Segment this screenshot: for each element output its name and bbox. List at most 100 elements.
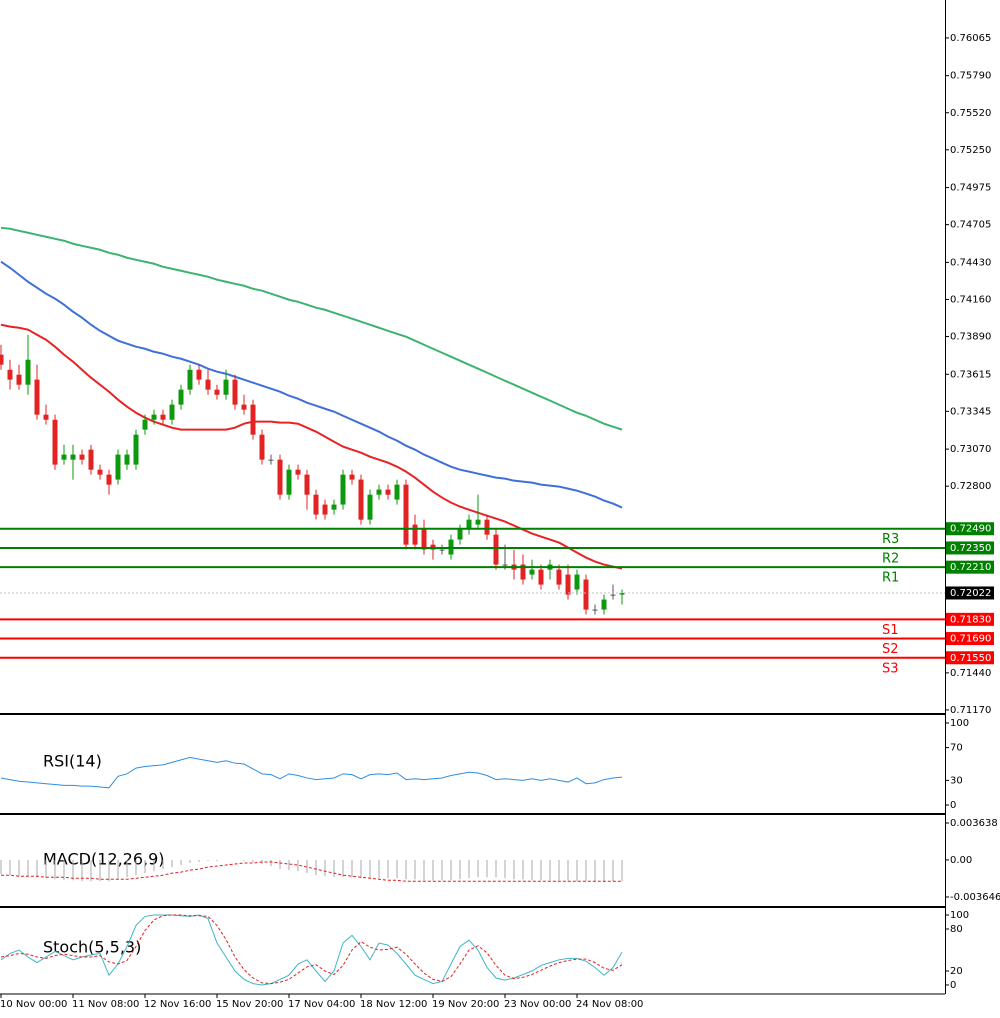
candle-body <box>52 419 58 465</box>
level-price-box <box>946 560 994 574</box>
candle-body <box>412 524 418 545</box>
candle-body <box>394 484 400 500</box>
candle-body <box>295 469 301 475</box>
y-tick-label: 0.74975 <box>950 183 991 194</box>
candle-body <box>97 469 103 475</box>
level-name: S3 <box>882 661 899 676</box>
y-tick-label: 0.75250 <box>950 145 991 156</box>
y-tick-label: 70 <box>950 743 963 754</box>
candle-body <box>610 594 616 596</box>
candle-body <box>421 529 427 550</box>
candle-body <box>457 529 463 540</box>
indicator-line <box>0 756 623 789</box>
y-tick-label: 0.73615 <box>950 369 991 380</box>
y-tick-label: 0.74160 <box>950 294 991 305</box>
level-price-box <box>946 612 994 626</box>
candle-body <box>358 479 364 520</box>
candle-body <box>484 519 490 535</box>
candle-body <box>367 494 373 520</box>
candle-body <box>475 519 481 525</box>
candle-body <box>466 519 472 530</box>
last-price-box <box>946 586 994 600</box>
level-name: R2 <box>882 551 899 566</box>
candle-body <box>232 379 238 405</box>
candle-body <box>529 569 535 575</box>
candle-body <box>70 454 76 460</box>
candle-body <box>619 592 625 595</box>
x-tick-label: 24 Nov 08:00 <box>576 999 643 1010</box>
candle-body <box>322 504 328 515</box>
candle-body <box>304 474 310 495</box>
y-tick-label: 0.75790 <box>950 71 991 82</box>
y-tick-label: -0.003646 <box>950 892 1000 903</box>
candle-body <box>601 599 607 610</box>
macd-signal <box>1 861 622 882</box>
candle-body <box>25 359 31 385</box>
y-tick-label: 0 <box>950 800 956 811</box>
y-tick-label: 0.71440 <box>950 668 991 679</box>
candle-body <box>106 474 112 485</box>
candle-body <box>187 369 193 390</box>
y-tick-label: 0.72800 <box>950 481 991 492</box>
candle-body <box>61 454 67 460</box>
y-tick-label: 100 <box>950 718 969 729</box>
level-price-label: 0.71830 <box>950 614 991 625</box>
y-tick-label: 30 <box>950 775 963 786</box>
candle-body <box>169 404 175 420</box>
level-price-label: 0.72490 <box>950 524 991 535</box>
candle-body <box>250 404 256 435</box>
candle-body <box>556 569 562 585</box>
candle-body <box>268 459 274 461</box>
level-name: R3 <box>882 532 899 547</box>
candle-body <box>124 454 130 465</box>
y-tick-label: 0.74430 <box>950 257 991 268</box>
y-tick-label: 100 <box>950 910 969 921</box>
y-tick-label: 0.76065 <box>950 33 991 44</box>
y-tick-label: 20 <box>950 966 963 977</box>
candle-body <box>205 379 211 390</box>
candle-body <box>277 459 283 495</box>
level-price-box <box>946 651 994 665</box>
candle-body <box>385 489 391 495</box>
level-name: R1 <box>882 571 899 586</box>
x-tick-label: 23 Nov 00:00 <box>504 999 571 1010</box>
candle-body <box>115 454 121 480</box>
moving-average <box>0 260 623 509</box>
y-tick-label: 0.003638 <box>950 818 998 829</box>
y-tick-label: 0.75520 <box>950 108 991 119</box>
candle-body <box>502 564 508 566</box>
candle-body <box>223 379 229 395</box>
y-tick-label: 0.73890 <box>950 332 991 343</box>
x-tick-label: 18 Nov 12:00 <box>360 999 427 1010</box>
candle-body <box>493 534 499 565</box>
indicator-title: Stoch(5,5,3) <box>43 938 141 957</box>
candle-body <box>286 469 292 495</box>
candle-body <box>565 574 571 595</box>
x-tick-label: 10 Nov 00:00 <box>0 999 67 1010</box>
y-tick-label: 0 <box>950 980 956 991</box>
candle-body <box>16 374 22 385</box>
candle-body <box>403 484 409 545</box>
candle-body <box>79 454 85 460</box>
candle-body <box>574 574 580 590</box>
x-tick-label: 19 Nov 20:00 <box>432 999 499 1010</box>
level-price-box <box>946 632 994 646</box>
candle-body <box>151 414 157 420</box>
candle-body <box>0 354 4 365</box>
last-price-label: 0.72022 <box>950 588 991 599</box>
x-tick-label: 12 Nov 16:00 <box>144 999 211 1010</box>
candle-body <box>520 564 526 580</box>
indicator-title: MACD(12,26,9) <box>43 850 165 869</box>
candle-body <box>313 494 319 515</box>
x-tick-label: 17 Nov 04:00 <box>288 999 355 1010</box>
candle-body <box>592 609 598 611</box>
candle-body <box>340 474 346 505</box>
candle-body <box>133 434 139 465</box>
moving-average <box>0 323 623 570</box>
indicator-title: RSI(14) <box>43 752 102 771</box>
level-price-box <box>946 522 994 536</box>
candle-body <box>34 379 40 415</box>
candle-body <box>88 449 94 470</box>
